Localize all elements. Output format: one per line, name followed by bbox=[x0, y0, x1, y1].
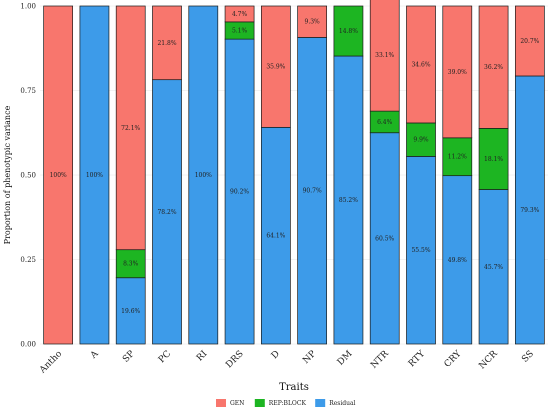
bar-segment-gen bbox=[442, 5, 473, 139]
segment-value-label: 55.5% bbox=[411, 247, 430, 254]
x-tick-label: NTR bbox=[369, 349, 391, 371]
bar-segment-rep-block bbox=[478, 128, 509, 190]
legend-label: GEN bbox=[230, 400, 244, 407]
x-tick-label: DRS bbox=[224, 349, 245, 370]
bar-segment-residual bbox=[442, 175, 473, 345]
x-tick-label: SP bbox=[121, 349, 137, 365]
bar-segment-residual bbox=[260, 126, 291, 345]
y-tick-label: 0.75 bbox=[20, 87, 36, 95]
segment-value-label: 85.2% bbox=[339, 197, 358, 204]
segment-value-label: 4.7% bbox=[232, 11, 248, 18]
segment-value-label: 72.1% bbox=[121, 125, 140, 132]
x-tick-label: RI bbox=[195, 349, 210, 364]
segment-value-label: 45.7% bbox=[484, 264, 503, 271]
segment-value-label: 6.4% bbox=[377, 119, 393, 126]
bar-segment-residual bbox=[369, 132, 400, 345]
bars: 100% 100% 19.6% 8.3% 72.1% 78.2% 21.8% 100% 90.2… bbox=[43, 0, 545, 345]
legend-label: REP:BLOCK bbox=[269, 400, 307, 407]
legend-label: Residual bbox=[329, 400, 355, 407]
bar-segment-residual bbox=[224, 38, 255, 345]
segment-value-label: 9.3% bbox=[305, 19, 321, 26]
segment-value-label: 33.1% bbox=[375, 52, 394, 59]
bar-segment-gen bbox=[224, 5, 255, 23]
bar-segment-gen bbox=[478, 5, 509, 129]
segment-value-label: 100% bbox=[195, 172, 212, 179]
segment-value-label: 18.1% bbox=[484, 156, 503, 163]
x-axis-title: Traits bbox=[279, 382, 309, 393]
legend-key-residual bbox=[315, 399, 326, 407]
x-tick-labels: Antho A SP PC RI DRS D NP DM NTR RTY CRY NCR SS bbox=[37, 348, 536, 376]
segment-value-label: 49.8% bbox=[448, 257, 467, 264]
segment-value-label: 100% bbox=[86, 172, 103, 179]
segment-value-label: 39.0% bbox=[448, 69, 467, 76]
bar-segment-gen bbox=[152, 5, 182, 81]
bar-segment-residual bbox=[79, 5, 110, 345]
bar-segment-rep-block bbox=[406, 122, 436, 157]
bar-segment-residual bbox=[188, 5, 219, 345]
bar-segment-gen bbox=[43, 5, 74, 345]
bar-segment-gen bbox=[514, 5, 545, 77]
segment-value-label: 19.6% bbox=[121, 308, 140, 315]
bar-segment-residual bbox=[406, 156, 436, 345]
bar-segment-residual bbox=[514, 75, 545, 345]
segment-value-label: 35.9% bbox=[266, 64, 285, 71]
x-tick-label: DM bbox=[336, 349, 355, 368]
x-tick-label: NP bbox=[301, 349, 318, 366]
x-tick-label: A bbox=[88, 349, 101, 362]
segment-value-label: 36.2% bbox=[484, 64, 503, 71]
segment-value-label: 20.7% bbox=[520, 38, 539, 45]
segment-value-label: 5.1% bbox=[232, 28, 248, 35]
bar-segment-residual bbox=[297, 37, 328, 345]
x-tick-label: SS bbox=[520, 349, 536, 365]
y-tick-label: 1.00 bbox=[20, 3, 36, 11]
legend: GEN REP:BLOCK Residual bbox=[216, 399, 356, 407]
bar-segment-gen bbox=[406, 5, 436, 124]
legend-key-gen bbox=[216, 399, 226, 407]
bar-segment-rep-block bbox=[333, 5, 364, 57]
segment-value-label: 21.8% bbox=[157, 40, 176, 47]
segment-value-label: 60.5% bbox=[375, 235, 394, 242]
bar-segment-gen bbox=[369, 0, 400, 112]
segment-value-label: 90.2% bbox=[230, 189, 249, 196]
bar-segment-gen bbox=[115, 5, 146, 251]
segment-value-label: 64.1% bbox=[266, 233, 285, 240]
x-tick-label: CRY bbox=[443, 348, 464, 369]
bar-segment-residual bbox=[478, 189, 509, 345]
segment-value-label: 79.3% bbox=[520, 207, 539, 214]
segment-value-label: 9.9% bbox=[413, 137, 429, 144]
segment-value-label: 100% bbox=[50, 172, 67, 179]
segment-value-label: 90.7% bbox=[303, 188, 322, 195]
y-tick-label: 0.50 bbox=[20, 172, 36, 180]
bar-segment-rep-block bbox=[442, 137, 473, 177]
segment-value-label: 78.2% bbox=[157, 209, 176, 216]
bar-segment-gen bbox=[297, 5, 328, 38]
y-tick-label: 0.00 bbox=[20, 341, 36, 349]
x-tick-label: PC bbox=[157, 349, 173, 365]
y-axis-title: Proportion of phenotypic variance bbox=[3, 105, 12, 244]
x-tick-label: RTY bbox=[407, 348, 428, 369]
x-tick-label: D bbox=[270, 349, 282, 361]
segment-value-label: 14.8% bbox=[339, 28, 358, 35]
y-tick-label: 0.25 bbox=[20, 256, 36, 264]
segment-value-label: 11.2% bbox=[448, 154, 467, 161]
x-tick-label: Antho bbox=[37, 349, 64, 376]
legend-key-rep-block bbox=[254, 399, 265, 407]
x-tick-label: NCR bbox=[477, 349, 499, 371]
segment-value-label: 8.3% bbox=[123, 261, 139, 268]
bar-segment-gen bbox=[260, 5, 291, 128]
y-tick-labels: 0.00 0.25 0.50 0.75 1.00 bbox=[20, 3, 36, 349]
segment-value-label: 34.6% bbox=[411, 61, 430, 68]
